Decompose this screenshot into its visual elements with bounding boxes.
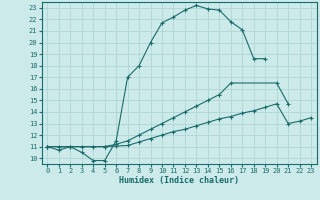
- X-axis label: Humidex (Indice chaleur): Humidex (Indice chaleur): [119, 176, 239, 185]
